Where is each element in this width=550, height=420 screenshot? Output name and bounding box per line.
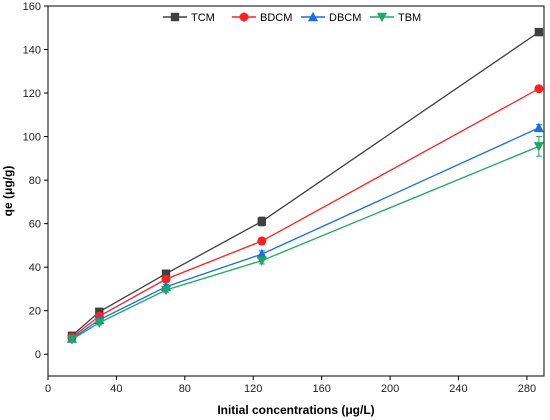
x-tick-label: 80 <box>179 383 191 395</box>
legend-marker <box>239 12 249 22</box>
legend-label: TCM <box>191 12 215 24</box>
data-point <box>534 27 544 37</box>
legend: TCM BDCM DBCM TBM <box>163 11 421 24</box>
y-tick-label: 100 <box>23 132 41 144</box>
legend-item-tbm: TBM <box>370 12 421 24</box>
legend-marker <box>377 12 387 23</box>
plot-area <box>47 5 545 377</box>
series-bdcm <box>67 84 544 342</box>
x-tick-label: 0 <box>45 383 51 395</box>
x-tick-label: 280 <box>518 383 536 395</box>
series-layer <box>66 27 544 345</box>
legend-item-dbcm: DBCM <box>301 11 361 24</box>
x-tick-label: 120 <box>244 383 262 395</box>
data-point <box>256 256 267 266</box>
data-point <box>257 236 267 246</box>
data-point <box>94 318 105 328</box>
legend-item-tcm: TCM <box>163 12 215 24</box>
data-point <box>66 335 77 345</box>
legend-marker <box>308 11 318 22</box>
legend-item-bdcm: BDCM <box>232 12 292 24</box>
y-tick-label: 160 <box>23 1 41 13</box>
data-point <box>256 248 267 259</box>
legend-label: TBM <box>398 12 421 24</box>
axis-ticks: 0 40 80 120 160 200 240 280 0 20 40 60 80 100 120 140 16… <box>23 1 536 395</box>
data-point <box>257 217 266 226</box>
y-tick-label: 140 <box>23 45 41 57</box>
y-tick-label: 40 <box>29 262 41 274</box>
y-axis-title: qe (μg/g) <box>1 166 15 217</box>
x-tick-label: 200 <box>381 383 399 395</box>
data-point <box>533 122 544 133</box>
x-tick-label: 160 <box>312 383 330 395</box>
x-axis-title: Initial concentrations (μg/L) <box>217 403 374 417</box>
series-tbm <box>66 136 544 345</box>
y-tick-label: 80 <box>29 175 41 187</box>
legend-label: DBCM <box>329 12 361 24</box>
data-point <box>533 142 544 152</box>
data-point <box>161 269 171 278</box>
data-point <box>161 285 172 296</box>
x-tick-label: 40 <box>110 383 122 395</box>
data-point <box>161 274 171 284</box>
legend-label: BDCM <box>260 12 292 24</box>
y-tick-label: 120 <box>23 88 41 100</box>
y-tick-label: 0 <box>35 349 41 361</box>
y-tick-label: 60 <box>29 219 41 231</box>
data-point <box>534 84 544 94</box>
y-tick-label: 20 <box>29 306 41 318</box>
legend-marker <box>170 12 180 22</box>
x-tick-label: 240 <box>449 383 467 395</box>
